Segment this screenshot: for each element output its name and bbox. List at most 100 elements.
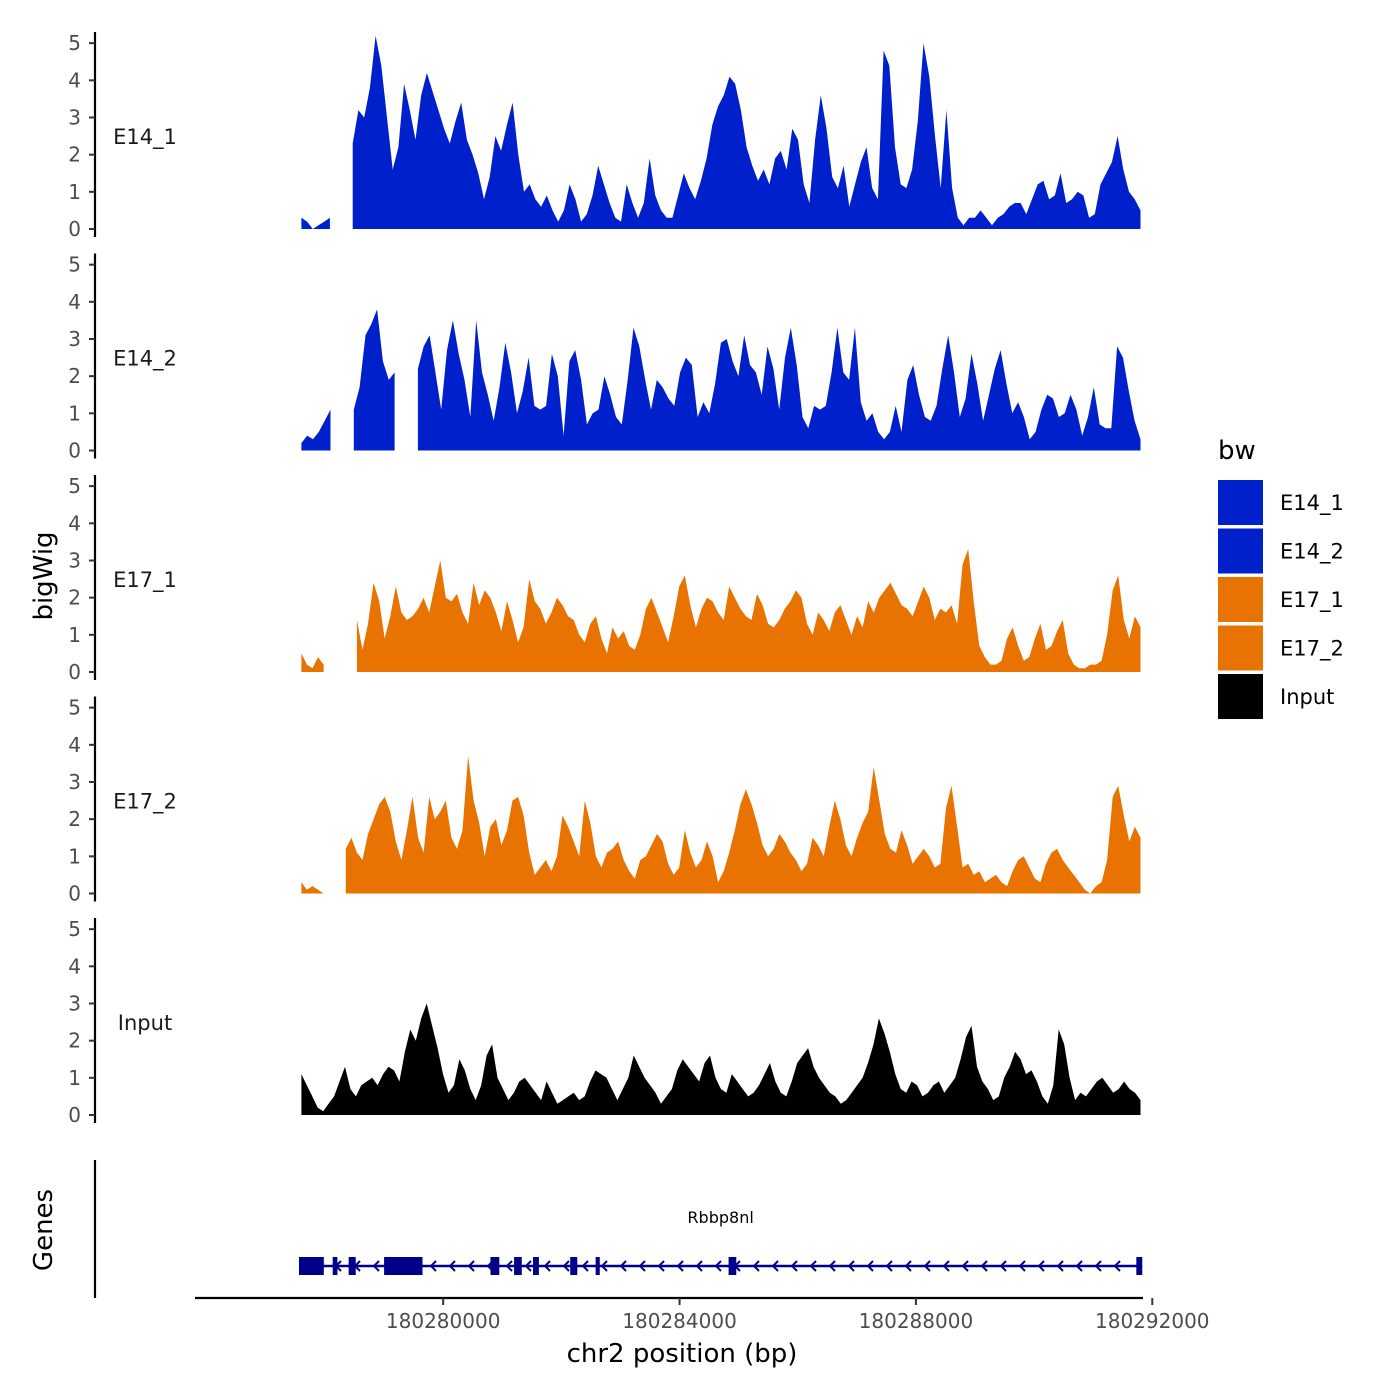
strand-arrow [581, 1260, 589, 1272]
track-label: Input [118, 1011, 172, 1035]
legend-swatch-E17_2 [1218, 625, 1263, 671]
signal-area-E17_1 [356, 549, 1141, 672]
strand-arrow [847, 1260, 855, 1272]
signal-area-E17_1 [301, 653, 324, 672]
legend-title: bw [1218, 436, 1256, 466]
strand-arrow [904, 1260, 912, 1272]
legend-items: E14_1 E14_2 E17_1 E17_2 Input [1218, 480, 1344, 719]
gene-exon [595, 1257, 600, 1275]
x-tick-label: 180292000 [1095, 1309, 1210, 1333]
y-tick-label: 3 [68, 991, 81, 1015]
y-tick-label: 4 [68, 733, 81, 757]
legend-swatch-E14_1 [1218, 480, 1263, 525]
gene-exon [1136, 1257, 1143, 1275]
strand-arrow [999, 1260, 1007, 1272]
y-tick-label: 1 [68, 844, 81, 868]
strand-arrow [524, 1260, 532, 1272]
y-tick-label: 2 [68, 143, 81, 167]
track-label: E17_1 [113, 568, 177, 593]
x-axis: 180280000 180284000 180288000 180292000 [195, 1296, 1210, 1333]
gene-name-label: Rbbp8nl [687, 1208, 753, 1227]
y-tick-label: 2 [68, 364, 81, 388]
y-tick-label: 2 [68, 586, 81, 610]
track-label: E14_2 [113, 347, 177, 372]
gene-exon [570, 1257, 578, 1275]
signal-area-E14_2 [301, 409, 331, 451]
legend-swatch-E17_1 [1218, 577, 1263, 622]
x-axis-title: chr2 position (bp) [567, 1339, 798, 1369]
y-axis-title: bigWig [29, 531, 59, 620]
gene-exon [490, 1257, 500, 1275]
signal-area-Input [301, 1003, 1141, 1115]
legend-label: E14_2 [1280, 540, 1344, 565]
strand-arrow [866, 1260, 874, 1272]
y-tick-label: 0 [68, 882, 81, 906]
strand-arrow [828, 1260, 836, 1272]
strand-arrow [885, 1260, 893, 1272]
gene-exon [384, 1257, 423, 1275]
track-label: E17_2 [113, 790, 177, 815]
legend-label: Input [1280, 685, 1334, 709]
y-tick-label: 4 [68, 954, 81, 978]
x-tick-label: 180288000 [859, 1309, 974, 1333]
gene-exon [514, 1257, 522, 1275]
signal-tracks: 0 1 2 3 4 5 E14_1 0 1 2 3 4 5 E14_2 0 1 2 3 4 5 E17_1 0 1 2 3 4 5 E… [68, 31, 1141, 1127]
gene-exon [348, 1257, 356, 1275]
signal-area-E17_2 [345, 756, 1141, 894]
strand-arrow [467, 1260, 475, 1272]
strand-arrow [543, 1260, 551, 1272]
strand-arrow [1113, 1260, 1121, 1272]
strand-arrow [1075, 1260, 1083, 1272]
y-tick-label: 3 [68, 548, 81, 572]
strand-arrow [923, 1260, 931, 1272]
track-E17_2: 0 1 2 3 4 5 E17_2 [68, 696, 1141, 906]
strand-arrow [942, 1260, 950, 1272]
strand-arrow [1094, 1260, 1102, 1272]
signal-area-E14_2 [417, 320, 1141, 451]
y-tick-label: 0 [68, 217, 81, 241]
y-tick-label: 0 [68, 660, 81, 684]
legend-swatch-E14_2 [1218, 528, 1263, 574]
signal-area-E17_2 [301, 882, 324, 894]
track-label: E14_1 [113, 125, 177, 150]
y-tick-label: 4 [68, 68, 81, 92]
strand-arrow [790, 1260, 798, 1272]
track-Input: 0 1 2 3 4 5 Input [68, 917, 1141, 1127]
y-tick-label: 5 [68, 917, 81, 941]
y-tick-label: 4 [68, 290, 81, 314]
y-tick-label: 2 [68, 1029, 81, 1053]
track-E14_2: 0 1 2 3 4 5 E14_2 [68, 253, 1141, 463]
strand-arrow [619, 1260, 627, 1272]
y-tick-label: 1 [68, 180, 81, 204]
strand-arrow [1018, 1260, 1026, 1272]
strand-arrow [809, 1260, 817, 1272]
gene-exon [533, 1257, 539, 1275]
strand-arrow [638, 1260, 646, 1272]
gene-track: Rbbp8nl [93, 1160, 1143, 1298]
strand-arrow [657, 1260, 665, 1272]
gene-exon [332, 1257, 338, 1275]
y-tick-label: 1 [68, 1066, 81, 1090]
legend-swatch-Input [1218, 674, 1263, 719]
strand-arrow [714, 1260, 722, 1272]
gene-exon [299, 1257, 324, 1275]
y-tick-label: 3 [68, 770, 81, 794]
x-tick-label: 180280000 [386, 1309, 501, 1333]
legend: bw E14_1 E14_2 E17_1 E17_2 Input [1218, 436, 1344, 719]
genes-axis-title: Genes [29, 1189, 59, 1271]
strand-arrow [600, 1260, 608, 1272]
signal-area-E14_1 [301, 217, 330, 229]
y-tick-label: 3 [68, 327, 81, 351]
y-tick-label: 5 [68, 696, 81, 720]
strand-arrow [372, 1260, 380, 1272]
strand-arrow [448, 1260, 456, 1272]
strand-arrow [562, 1260, 570, 1272]
y-tick-label: 0 [68, 439, 81, 463]
track-E14_1: 0 1 2 3 4 5 E14_1 [68, 31, 1141, 241]
y-tick-label: 3 [68, 105, 81, 129]
strand-arrow [961, 1260, 969, 1272]
y-tick-label: 4 [68, 511, 81, 535]
strand-arrow [695, 1260, 703, 1272]
y-tick-label: 2 [68, 807, 81, 831]
signal-area-E14_2 [353, 309, 395, 451]
